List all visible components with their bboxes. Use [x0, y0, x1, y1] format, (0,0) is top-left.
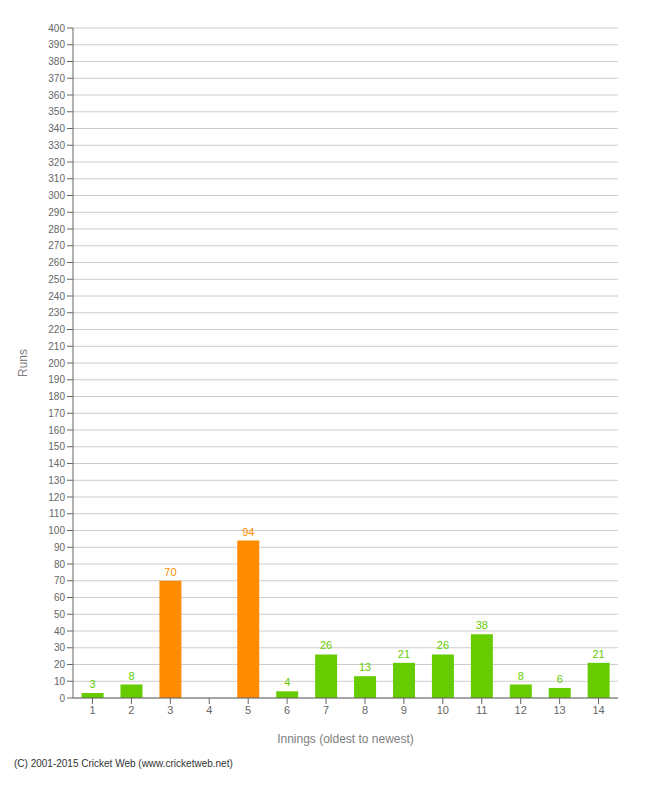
svg-text:50: 50: [54, 609, 66, 620]
svg-text:280: 280: [48, 224, 65, 235]
svg-text:100: 100: [48, 525, 65, 536]
svg-text:70: 70: [164, 566, 176, 578]
svg-text:270: 270: [48, 240, 65, 251]
svg-text:10: 10: [437, 704, 449, 716]
svg-text:21: 21: [398, 648, 410, 660]
svg-text:3: 3: [167, 704, 173, 716]
svg-text:94: 94: [242, 526, 254, 538]
svg-text:140: 140: [48, 458, 65, 469]
svg-text:110: 110: [49, 508, 65, 519]
svg-text:360: 360: [48, 90, 65, 101]
svg-text:380: 380: [48, 56, 65, 67]
svg-text:2: 2: [128, 704, 134, 716]
svg-text:Innings (oldest to newest): Innings (oldest to newest): [277, 732, 414, 746]
svg-text:7: 7: [323, 704, 329, 716]
svg-text:260: 260: [48, 257, 65, 268]
svg-text:10: 10: [54, 676, 66, 687]
svg-text:130: 130: [48, 475, 65, 486]
svg-text:13: 13: [359, 661, 371, 673]
svg-text:3: 3: [90, 678, 96, 690]
svg-text:250: 250: [48, 274, 65, 285]
svg-text:320: 320: [48, 157, 65, 168]
svg-text:6: 6: [284, 704, 290, 716]
svg-text:240: 240: [48, 291, 65, 302]
svg-text:160: 160: [48, 425, 65, 436]
svg-text:210: 210: [48, 341, 65, 352]
svg-text:Runs: Runs: [16, 349, 30, 377]
html-text:(C) 2001-2015 Cricket Web (www: (C) 2001-2015 Cricket Web (www.cricketwe…: [14, 758, 233, 769]
svg-text:180: 180: [48, 391, 65, 402]
svg-text:4: 4: [206, 704, 212, 716]
svg-text:190: 190: [48, 374, 65, 385]
svg-text:13: 13: [553, 704, 565, 716]
svg-text:26: 26: [437, 639, 449, 651]
svg-text:38: 38: [476, 619, 488, 631]
svg-text:30: 30: [54, 642, 66, 653]
svg-text:8: 8: [518, 670, 524, 682]
svg-text:60: 60: [54, 592, 66, 603]
svg-text:8: 8: [128, 670, 134, 682]
svg-text:1: 1: [89, 704, 95, 716]
svg-text:20: 20: [54, 659, 66, 670]
svg-text:9: 9: [401, 704, 407, 716]
svg-text:170: 170: [48, 408, 65, 419]
svg-text:21: 21: [593, 648, 605, 660]
svg-text:12: 12: [515, 704, 527, 716]
svg-text:330: 330: [48, 140, 65, 151]
svg-text:220: 220: [48, 324, 65, 335]
svg-text:350: 350: [48, 106, 65, 117]
svg-text:0: 0: [59, 693, 65, 704]
svg-text:230: 230: [48, 307, 65, 318]
svg-text:290: 290: [48, 207, 65, 218]
svg-text:70: 70: [54, 575, 66, 586]
svg-text:200: 200: [48, 358, 65, 369]
svg-text:11: 11: [476, 704, 487, 716]
svg-text:90: 90: [54, 542, 66, 553]
svg-text:6: 6: [557, 673, 563, 685]
svg-text:400: 400: [48, 23, 65, 34]
svg-text:370: 370: [48, 73, 65, 84]
svg-text:80: 80: [54, 559, 66, 570]
svg-text:5: 5: [245, 704, 251, 716]
svg-text:8: 8: [362, 704, 368, 716]
svg-text:120: 120: [48, 492, 65, 503]
svg-text:390: 390: [48, 39, 65, 50]
svg-text:300: 300: [48, 190, 65, 201]
svg-text:14: 14: [592, 704, 604, 716]
svg-text:340: 340: [48, 123, 65, 134]
svg-text:150: 150: [48, 441, 65, 452]
svg-text:40: 40: [54, 626, 66, 637]
svg-text:26: 26: [320, 639, 332, 651]
svg-text:310: 310: [48, 173, 65, 184]
svg-text:4: 4: [284, 676, 290, 688]
